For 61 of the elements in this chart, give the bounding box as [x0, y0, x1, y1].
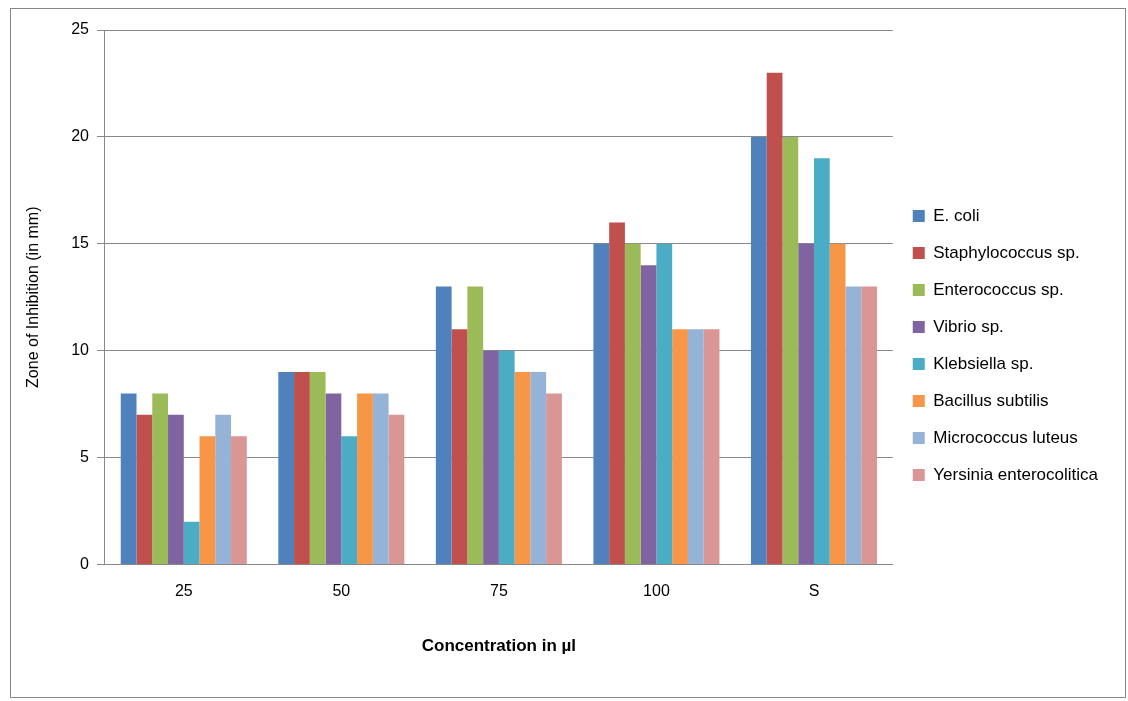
- x-axis-title: Concentration in µl: [421, 636, 577, 656]
- legend-label: Yersinia enterocolitica: [933, 464, 1099, 484]
- bar: [498, 350, 515, 564]
- bar: [294, 372, 310, 564]
- x-tick-label: 75: [489, 582, 508, 600]
- y-tick-label: 10: [71, 341, 90, 359]
- x-tick-label: 50: [332, 582, 351, 600]
- y-tick-label: 20: [71, 127, 90, 145]
- y-axis-title: Zone of Inhibition (in mm): [24, 206, 42, 388]
- legend-label: Bacillus subtilis: [933, 390, 1049, 410]
- bar: [546, 393, 562, 564]
- bar: [451, 329, 468, 564]
- bar: [152, 393, 169, 564]
- bar: [325, 393, 342, 564]
- bar: [435, 286, 452, 564]
- bar: [120, 393, 137, 564]
- y-tick-label: 0: [80, 554, 90, 572]
- bar: [483, 350, 499, 564]
- y-tick-label: 25: [71, 20, 90, 38]
- bar: [782, 136, 799, 564]
- bar: [845, 286, 862, 564]
- bar: [624, 243, 641, 564]
- bar: [813, 158, 830, 564]
- legend-label: Klebsiella sp.: [933, 353, 1034, 373]
- x-tick-label: S: [808, 582, 820, 600]
- bar: [530, 372, 547, 564]
- bar: [829, 243, 846, 564]
- bar: [357, 393, 373, 564]
- bar: [672, 329, 688, 564]
- bar: [687, 329, 704, 564]
- bar: [388, 414, 405, 564]
- legend-label: Staphylococcus sp.: [933, 242, 1080, 262]
- bar: [215, 414, 232, 564]
- x-tick-label: 25: [174, 582, 193, 600]
- bar: [593, 243, 610, 564]
- bar: [341, 436, 358, 564]
- bar: [766, 72, 783, 564]
- bar: [372, 393, 389, 564]
- bar: [798, 243, 814, 564]
- bar: [278, 372, 295, 564]
- bar: [514, 372, 531, 564]
- y-tick-label: 15: [71, 234, 90, 252]
- bar: [861, 286, 877, 564]
- bar: [199, 436, 216, 564]
- x-tick-label: 100: [643, 582, 670, 600]
- bar: [640, 265, 657, 564]
- y-tick-label: 5: [80, 447, 90, 465]
- bar: [231, 436, 247, 564]
- bar: [703, 329, 720, 564]
- bar: [183, 521, 200, 564]
- bar: [656, 243, 673, 564]
- bar: [309, 372, 326, 564]
- bar: [609, 222, 625, 564]
- legend-label: Enterococcus sp.: [933, 279, 1064, 299]
- bar: [168, 414, 184, 564]
- legend-label: Vibrio sp.: [933, 316, 1004, 336]
- legend-label: E. coli: [933, 205, 980, 225]
- bar: [467, 286, 484, 564]
- bar: [136, 414, 153, 564]
- legend-label: Micrococcus luteus: [933, 427, 1078, 447]
- bar: [750, 136, 767, 564]
